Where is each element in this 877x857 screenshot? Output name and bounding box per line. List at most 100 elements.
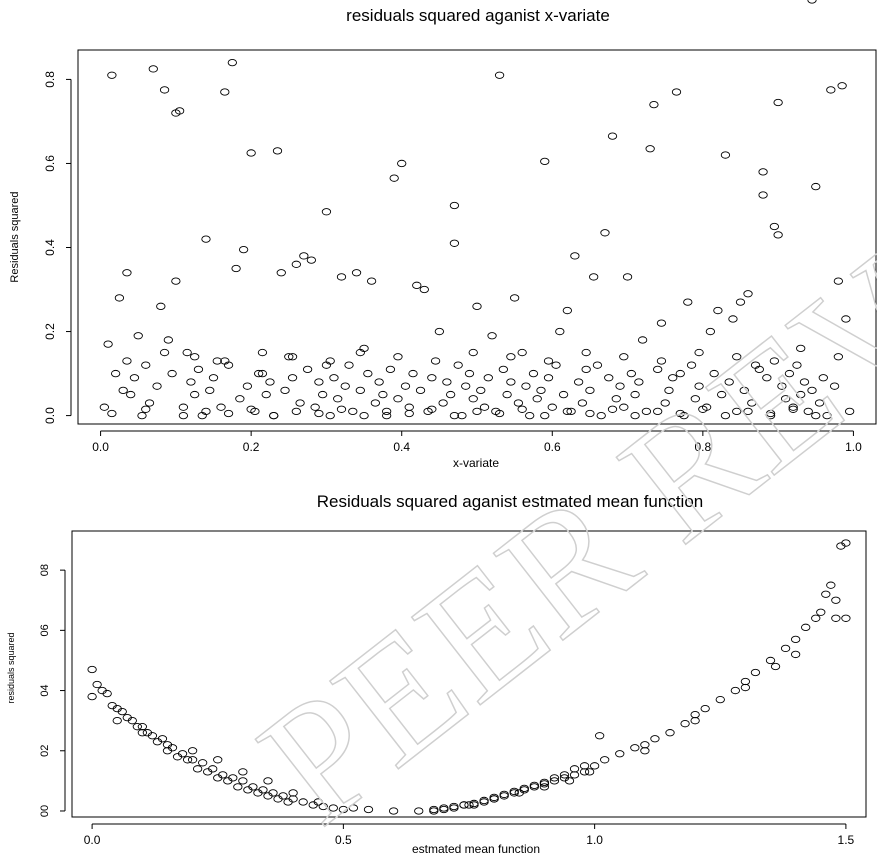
x-axis: 0.0 0.2 0.4 0.6 0.8 1.0 xyxy=(92,430,862,454)
data-point xyxy=(265,378,275,386)
data-point xyxy=(683,298,693,306)
data-point xyxy=(464,801,474,809)
data-point xyxy=(709,369,719,378)
data-point xyxy=(845,407,855,416)
data-point xyxy=(220,88,230,96)
data-point xyxy=(318,390,328,399)
data-point xyxy=(528,369,539,378)
data-point xyxy=(298,798,308,806)
data-point xyxy=(792,361,802,369)
data-point xyxy=(193,365,204,374)
chart-panel-residuals-vs-mean: Residuals squared aganist estmated mean … xyxy=(6,492,867,856)
data-point xyxy=(419,285,429,294)
data-point xyxy=(310,403,320,411)
data-point xyxy=(238,777,248,785)
data-point xyxy=(713,306,723,315)
data-point xyxy=(363,805,374,814)
data-point xyxy=(132,723,142,731)
data-point xyxy=(208,374,219,382)
data-point xyxy=(690,717,700,725)
data-point xyxy=(163,336,173,344)
data-point xyxy=(519,784,529,793)
data-point xyxy=(291,260,301,268)
data-point xyxy=(566,407,576,416)
data-point xyxy=(235,395,245,403)
data-point xyxy=(325,357,335,365)
data-point xyxy=(640,741,650,749)
data-point xyxy=(459,801,469,809)
data-point xyxy=(732,353,742,361)
data-point xyxy=(821,590,831,598)
data-point xyxy=(788,405,798,413)
data-point xyxy=(429,805,439,814)
data-point xyxy=(750,668,761,677)
data-point xyxy=(589,762,600,770)
data-point xyxy=(295,399,305,407)
data-point xyxy=(579,762,590,770)
data-point xyxy=(472,407,482,416)
x-axis: 0.0 0.5 1.0 1.5 xyxy=(84,823,855,847)
data-point xyxy=(412,281,422,289)
data-point xyxy=(668,374,678,382)
data-point xyxy=(213,774,223,782)
data-point xyxy=(765,656,776,665)
data-point xyxy=(686,361,697,369)
x-tick-label: 1.5 xyxy=(838,833,855,847)
data-point xyxy=(600,756,610,764)
y-axis-label: residuals squared xyxy=(6,632,16,703)
data-point xyxy=(833,277,844,285)
data-point xyxy=(765,409,776,418)
data-point xyxy=(509,789,519,797)
data-point xyxy=(818,374,828,382)
data-point xyxy=(483,374,493,382)
data-point xyxy=(816,608,826,616)
data-point xyxy=(269,411,279,420)
data-point xyxy=(788,403,798,411)
data-point xyxy=(675,369,685,378)
data-point xyxy=(811,614,821,622)
data-point xyxy=(784,369,795,378)
data-point xyxy=(690,395,700,403)
data-point xyxy=(382,407,392,416)
data-point xyxy=(562,407,572,416)
data-point xyxy=(494,409,505,418)
data-point xyxy=(656,319,667,327)
y-axis: 0.0 0.2 0.4 0.6 0.8 xyxy=(43,71,72,424)
data-point xyxy=(536,386,546,395)
data-point xyxy=(261,390,271,399)
data-point xyxy=(198,759,208,767)
x-tick-label: 0.8 xyxy=(695,440,712,454)
data-point xyxy=(694,348,704,357)
data-point xyxy=(649,100,659,109)
data-point xyxy=(494,71,505,79)
y-tick-label: 0.8 xyxy=(43,71,57,88)
data-point xyxy=(615,382,625,390)
data-point xyxy=(408,369,418,378)
data-point xyxy=(506,378,516,386)
y-axis: 00 02 04 06 08 xyxy=(39,564,66,817)
data-point xyxy=(336,273,347,281)
data-point xyxy=(190,353,200,361)
data-point xyxy=(769,222,780,231)
data-point xyxy=(694,382,704,390)
data-point xyxy=(728,315,738,323)
data-point xyxy=(641,407,652,416)
data-point xyxy=(427,405,437,413)
data-point xyxy=(99,403,109,411)
data-point xyxy=(521,382,531,390)
data-point xyxy=(355,386,365,395)
data-point xyxy=(187,747,198,755)
data-point xyxy=(449,802,459,811)
data-point xyxy=(573,378,584,386)
data-point xyxy=(400,382,411,390)
data-point xyxy=(329,374,339,382)
data-point xyxy=(700,704,710,713)
data-point xyxy=(585,386,595,395)
data-point xyxy=(489,793,499,802)
data-point xyxy=(328,804,338,812)
data-point xyxy=(664,386,674,395)
data-point xyxy=(178,411,189,420)
data-point xyxy=(675,409,685,418)
data-point xyxy=(159,86,170,94)
data-point xyxy=(313,798,323,806)
